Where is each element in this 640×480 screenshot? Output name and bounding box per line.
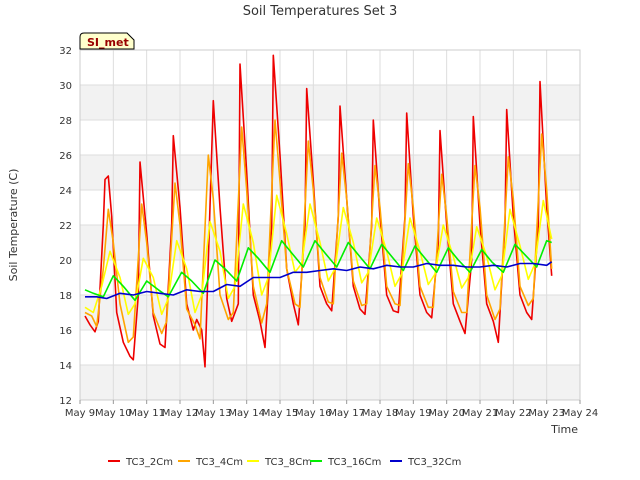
x-tick-label: May 10 bbox=[95, 408, 132, 419]
legend-label-tc3-2cm: TC3_2Cm bbox=[125, 457, 173, 468]
site-badge-label: SI_met bbox=[87, 36, 129, 49]
x-tick-label: May 22 bbox=[495, 408, 532, 419]
x-tick-label: May 15 bbox=[262, 408, 299, 419]
legend: TC3_2Cm TC3_4Cm TC3_8Cm TC3_16Cm TC3_32Cm bbox=[108, 457, 461, 468]
x-tick-label: May 16 bbox=[295, 408, 332, 419]
legend-label-tc3-32cm: TC3_32Cm bbox=[407, 457, 461, 468]
y-tick-label: 30 bbox=[59, 81, 72, 92]
background-band bbox=[80, 120, 580, 155]
plot-frame bbox=[79, 49, 581, 401]
x-tick-label: May 20 bbox=[428, 408, 465, 419]
x-tick-label: May 21 bbox=[462, 408, 499, 419]
y-tick-label: 24 bbox=[59, 186, 72, 197]
x-tick-label: May 11 bbox=[128, 408, 165, 419]
y-tick-label: 22 bbox=[59, 221, 72, 232]
x-tick-label: May 19 bbox=[395, 408, 432, 419]
y-tick-label: 26 bbox=[59, 151, 72, 162]
y-tick-label: 18 bbox=[59, 291, 72, 302]
x-tick-label: May 14 bbox=[228, 408, 265, 419]
series-lines bbox=[84, 54, 553, 368]
y-tick-label: 20 bbox=[59, 256, 72, 267]
y-axis-ticks: 12 14 16 18 20 22 24 26 28 30 32 bbox=[59, 46, 72, 407]
background-band bbox=[80, 330, 580, 365]
x-tick-label: May 12 bbox=[162, 408, 199, 419]
x-tick-label: May 18 bbox=[362, 408, 399, 419]
legend-label-tc3-4cm: TC3_4Cm bbox=[195, 457, 243, 468]
x-tick-label: May 17 bbox=[328, 408, 365, 419]
y-tick-label: 12 bbox=[59, 396, 72, 407]
background-band bbox=[80, 85, 580, 120]
background-band bbox=[80, 155, 580, 190]
legend-label-tc3-8cm: TC3_8Cm bbox=[264, 457, 312, 468]
x-tick-label: May 13 bbox=[195, 408, 232, 419]
background-band bbox=[80, 190, 580, 225]
background-band bbox=[80, 50, 580, 85]
series-line-tc3-8cm bbox=[84, 194, 553, 316]
y-tick-label: 16 bbox=[59, 326, 72, 337]
legend-label-tc3-16cm: TC3_16Cm bbox=[327, 457, 381, 468]
chart-title: Soil Temperatures Set 3 bbox=[243, 4, 398, 19]
series-line-tc3-32cm bbox=[85, 261, 553, 300]
series-line-tc3-4cm bbox=[84, 119, 553, 344]
x-tick-label: May 24 bbox=[562, 408, 599, 419]
y-tick-label: 14 bbox=[59, 361, 72, 372]
y-tick-label: 28 bbox=[59, 116, 72, 127]
x-axis-label: Time bbox=[550, 423, 578, 436]
site-badge: SI_met bbox=[79, 32, 135, 50]
background-band bbox=[80, 225, 580, 260]
background-band bbox=[80, 295, 580, 330]
background-band bbox=[80, 365, 580, 400]
y-tick-label: 32 bbox=[59, 46, 72, 57]
series-line-tc3-16cm bbox=[84, 239, 552, 302]
x-tick-label: May 9 bbox=[65, 408, 95, 419]
y-axis-label: Soil Temperature (C) bbox=[7, 169, 20, 282]
x-tick-label: May 23 bbox=[528, 408, 565, 419]
